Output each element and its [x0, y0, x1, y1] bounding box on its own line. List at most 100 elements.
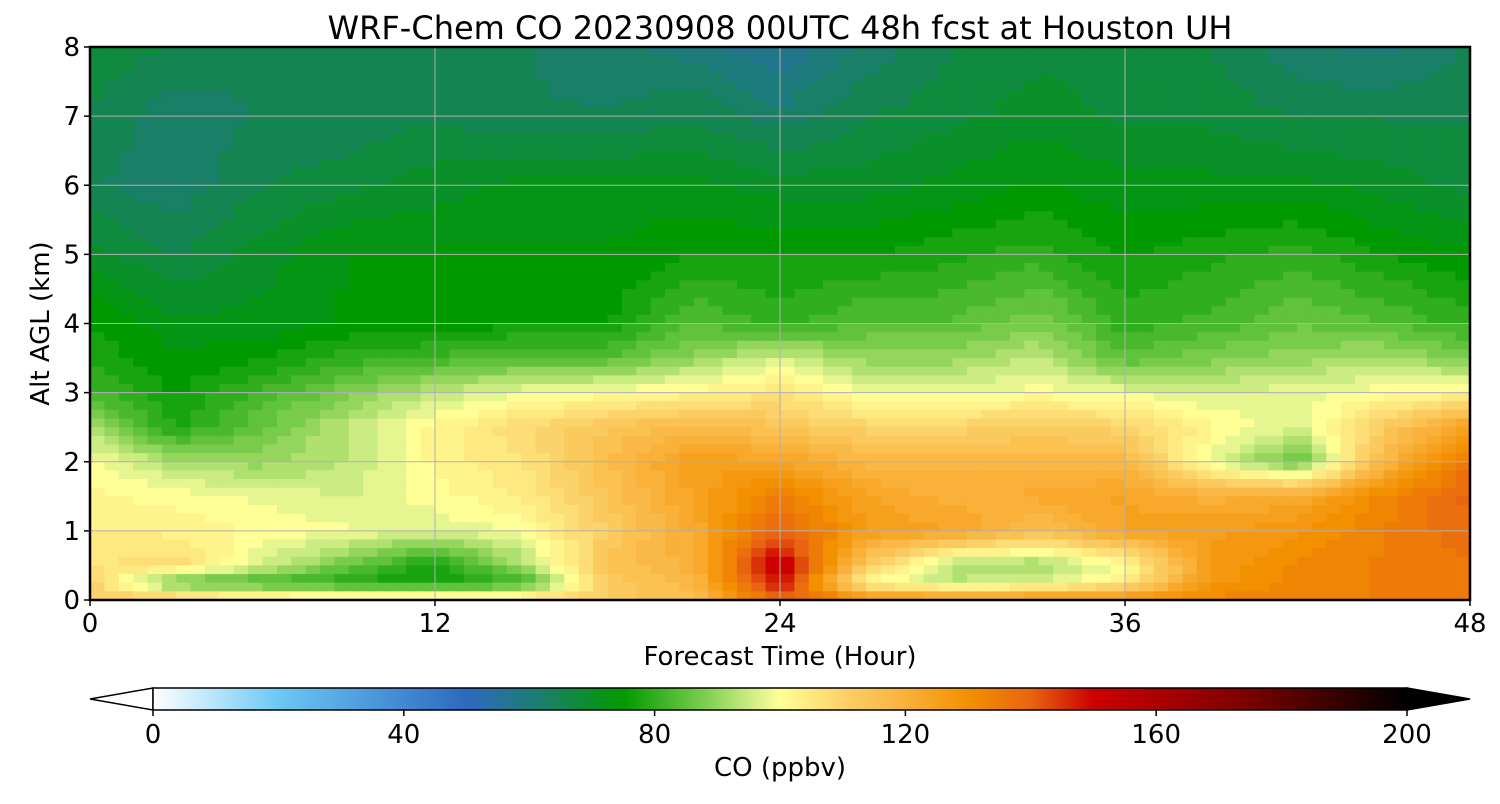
- heatmap-cell: [205, 237, 220, 247]
- heatmap-cell: [593, 47, 609, 57]
- heatmap-cell: [1283, 81, 1299, 91]
- heatmap-cell: [1067, 124, 1083, 135]
- heatmap-cell: [665, 383, 680, 394]
- heatmap-cell: [823, 340, 839, 351]
- heatmap-cell: [1297, 263, 1313, 273]
- heatmap-cell: [90, 176, 105, 186]
- heatmap-cell: [593, 349, 609, 359]
- heatmap-cell: [851, 349, 867, 359]
- heatmap-cell: [808, 107, 824, 117]
- heatmap-cell: [1096, 133, 1112, 143]
- heatmap-cell: [435, 150, 450, 160]
- heatmap-cell: [909, 98, 925, 109]
- heatmap-cell: [650, 81, 666, 91]
- heatmap-cell: [506, 323, 522, 333]
- heatmap-cell: [334, 383, 350, 394]
- heatmap-cell: [377, 271, 393, 281]
- heatmap-cell: [535, 90, 551, 100]
- heatmap-cell: [391, 245, 407, 255]
- heatmap-cell: [1355, 375, 1370, 385]
- heatmap-cell: [895, 435, 910, 446]
- heatmap-cell: [1081, 271, 1097, 281]
- heatmap-cell: [837, 461, 853, 471]
- heatmap-cell: [650, 453, 666, 463]
- heatmap-cell: [708, 185, 724, 195]
- heatmap-cell: [736, 392, 752, 402]
- heatmap-cell: [506, 185, 522, 195]
- heatmap-cell: [1067, 401, 1083, 411]
- heatmap-cell: [478, 427, 494, 437]
- heatmap-cell: [478, 392, 494, 402]
- heatmap-cell: [636, 116, 652, 126]
- heatmap-cell: [780, 375, 795, 385]
- heatmap-cell: [190, 470, 206, 480]
- heatmap-cell: [291, 418, 307, 428]
- heatmap-cell: [679, 332, 695, 342]
- heatmap-cell: [463, 72, 479, 83]
- heatmap-cell: [449, 81, 465, 91]
- heatmap-cell: [391, 142, 407, 152]
- heatmap-cell: [1412, 124, 1428, 135]
- heatmap-cell: [219, 349, 235, 359]
- heatmap-cell: [435, 159, 450, 169]
- heatmap-cell: [1168, 349, 1184, 359]
- heatmap-cell: [837, 245, 853, 255]
- heatmap-cell: [463, 64, 479, 74]
- heatmap-cell: [1211, 81, 1227, 91]
- heatmap-cell: [765, 64, 781, 74]
- heatmap-cell: [348, 323, 364, 333]
- heatmap-cell: [564, 90, 580, 100]
- heatmap-cell: [377, 401, 393, 411]
- heatmap-cell: [550, 133, 565, 143]
- heatmap-cell: [118, 55, 134, 65]
- heatmap-cell: [966, 470, 982, 480]
- heatmap-cell: [751, 185, 767, 195]
- heatmap-cell: [535, 297, 551, 307]
- heatmap-cell: [693, 280, 709, 290]
- heatmap-cell: [1326, 142, 1342, 152]
- heatmap-cell: [478, 297, 494, 307]
- heatmap-cell: [693, 116, 709, 126]
- heatmap-cell: [1268, 133, 1284, 143]
- heatmap-cell: [1010, 349, 1025, 359]
- heatmap-cell: [1211, 453, 1227, 463]
- heatmap-cell: [708, 375, 724, 385]
- heatmap-cell: [1369, 288, 1385, 299]
- heatmap-cell: [564, 280, 580, 290]
- heatmap-cell: [1196, 409, 1212, 420]
- heatmap-cell: [1369, 479, 1385, 489]
- heatmap-cell: [305, 81, 321, 91]
- heatmap-cell: [1125, 150, 1140, 160]
- heatmap-cell: [1426, 366, 1442, 376]
- heatmap-cell: [1096, 409, 1112, 420]
- heatmap-cell: [506, 263, 522, 273]
- heatmap-cell: [420, 237, 436, 247]
- heatmap-cell: [305, 418, 321, 428]
- heatmap-cell: [981, 98, 997, 109]
- heatmap-cell: [1369, 435, 1385, 446]
- heatmap-cell: [334, 133, 350, 143]
- heatmap-cell: [880, 142, 896, 152]
- heatmap-cell: [1254, 81, 1270, 91]
- heatmap-cell: [521, 237, 537, 247]
- heatmap-cell: [736, 81, 752, 91]
- heatmap-cell: [291, 202, 307, 212]
- heatmap-cell: [981, 55, 997, 65]
- heatmap-cell: [1412, 314, 1428, 325]
- heatmap-cell: [190, 314, 206, 325]
- heatmap-cell: [837, 479, 853, 489]
- heatmap-cell: [1383, 314, 1399, 325]
- heatmap-cell: [909, 90, 925, 100]
- heatmap-cell: [1297, 366, 1313, 376]
- heatmap-cell: [276, 323, 292, 333]
- heatmap-cell: [291, 358, 307, 368]
- heatmap-cell: [636, 55, 652, 65]
- heatmap-cell: [895, 288, 910, 299]
- heatmap-cell: [535, 332, 551, 342]
- heatmap-cell: [851, 366, 867, 376]
- heatmap-cell: [1412, 427, 1428, 437]
- heatmap-cell: [506, 202, 522, 212]
- heatmap-cell: [1110, 176, 1126, 186]
- heatmap-cell: [118, 133, 134, 143]
- heatmap-cell: [363, 323, 379, 333]
